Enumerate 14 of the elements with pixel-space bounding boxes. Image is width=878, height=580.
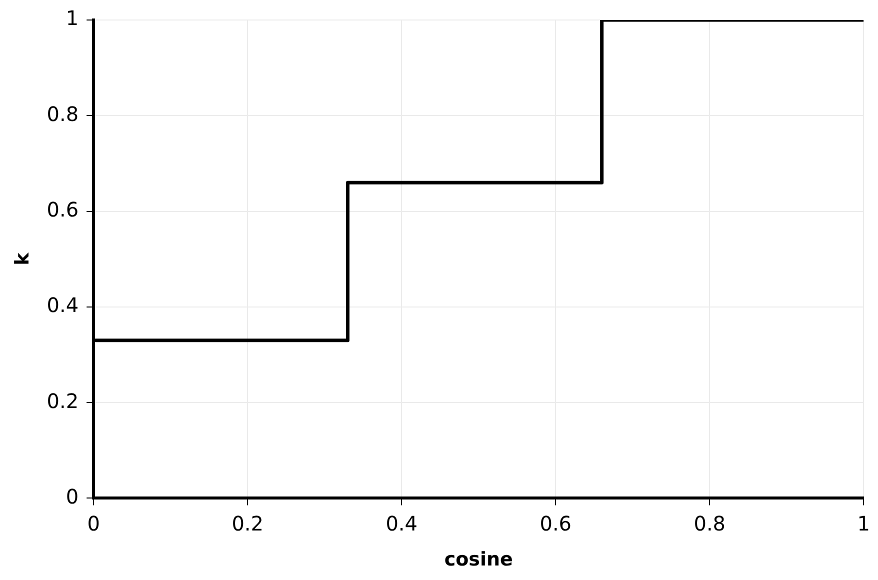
y-tick-label: 0.6 <box>46 197 79 222</box>
y-tick-label: 0.8 <box>46 102 79 126</box>
x-tick-label: 0.4 <box>386 511 418 536</box>
x-tick-label: 0.2 <box>232 511 264 536</box>
x-tick-label: 0.8 <box>694 511 726 536</box>
y-tick-label: 1 <box>66 6 79 30</box>
x-tick-label: 0.6 <box>540 511 572 536</box>
y-tick-label: 0 <box>66 484 79 508</box>
y-tick-label: 0.2 <box>46 388 79 413</box>
x-tick-label: 1 <box>857 511 870 536</box>
y-tick-label: 0.4 <box>46 293 79 318</box>
x-tick-label: 0 <box>87 511 100 536</box>
y-axis-title: k <box>11 252 34 266</box>
x-axis-title: cosine <box>444 548 513 571</box>
